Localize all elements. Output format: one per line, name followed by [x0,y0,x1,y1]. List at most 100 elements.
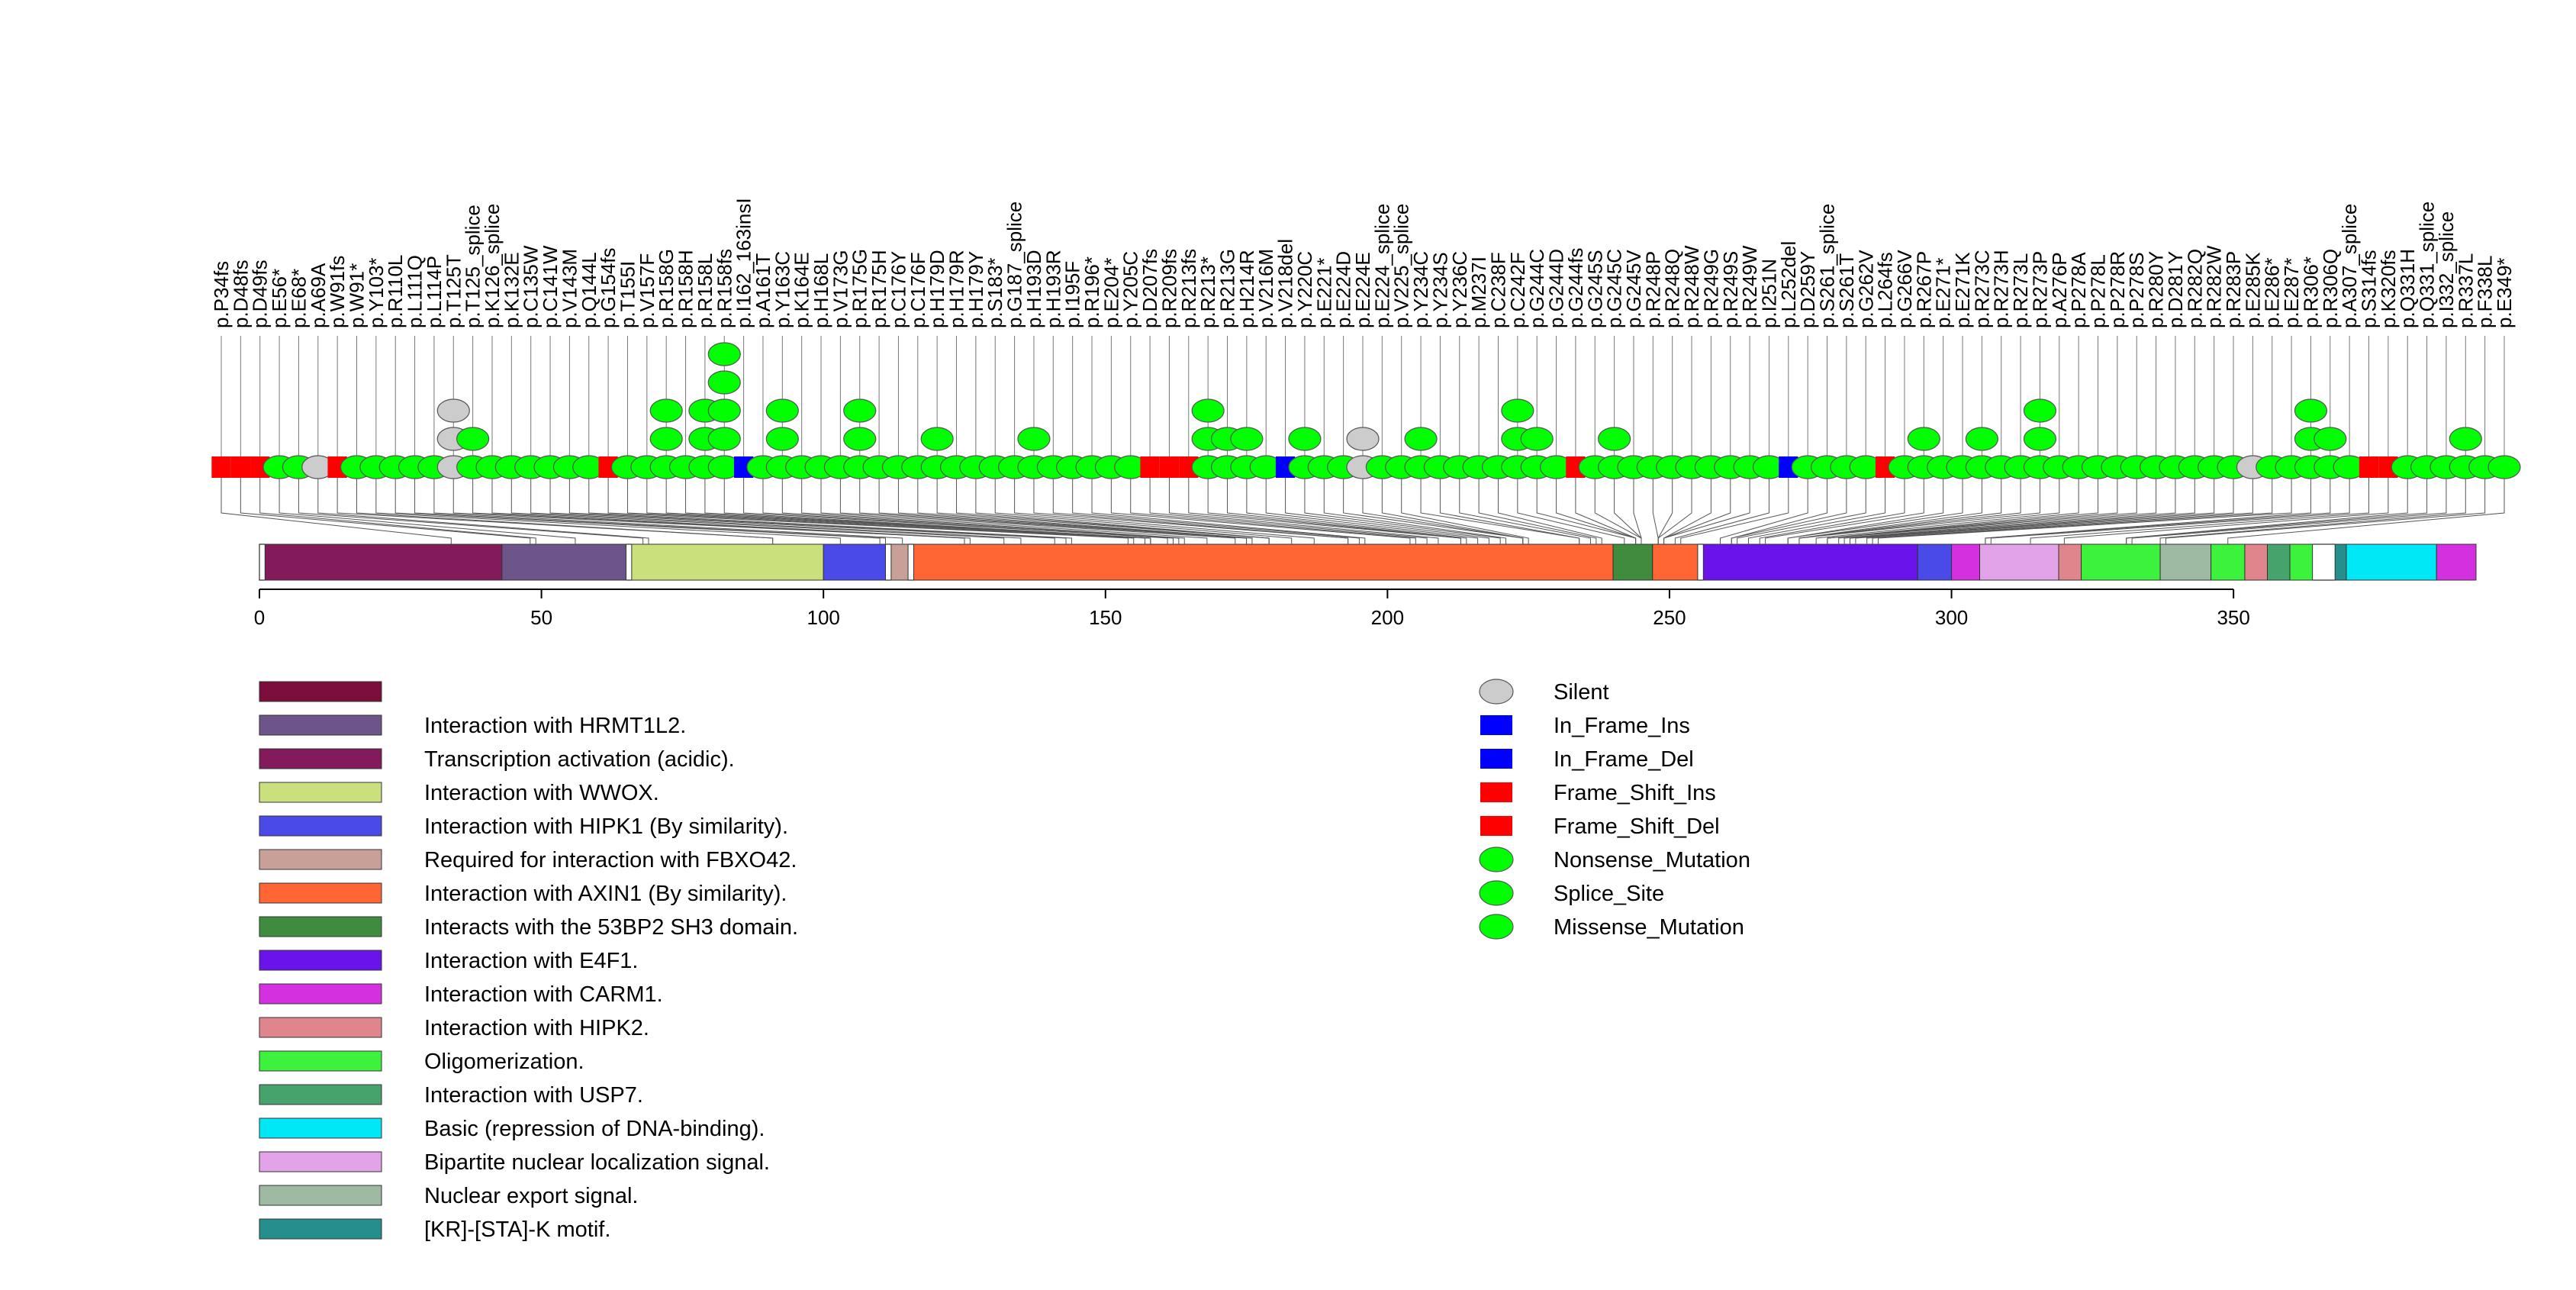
legend-swatch-nuclear-export-signal-15 [259,1185,382,1206]
mutation-label-p-w91: p.W91* [345,263,368,328]
mutation-label-p-h193d: p.H193D [1022,250,1045,328]
mutation-label-p-e224d: p.E224D [1332,251,1355,328]
connector-p-d48fs [240,478,531,544]
mutation-label-p-e56: p.E56* [268,269,291,328]
mutation-label-p-e271k: p.E271K [1951,252,1974,328]
connector-p-r158fs [723,478,1151,544]
marker-p-e349-0 [2487,455,2521,479]
mutation-label-p-c176y: p.C176Y [887,251,910,328]
axis-tick-label-250: 250 [1653,606,1686,629]
mutation-label-p-r273p: p.R273P [2028,251,2051,328]
mutation-label-p-l114p: p.L114P [423,256,446,328]
legend-label-interaction-with-hrmt1l2-1: Interaction with HRMT1L2. [424,714,686,738]
domain-interaction-with-hipk2-14 [2058,543,2082,581]
legend-label-interacts-with-the-53bp2-sh3-domain-7: Interacts with the 53BP2 SH3 domain. [424,915,798,940]
mutation-label-p-d259y: p.D259Y [1796,251,1819,328]
domain-interaction-with-carm1-12 [1951,543,1981,581]
legend-swatch-oligomerization-11 [259,1050,382,1072]
legend-type-swatch-in-frame-ins [1480,715,1512,735]
mutation-label-p-r282q: p.R282Q [2183,249,2206,328]
mutation-label-p-y103: p.Y103* [365,257,388,328]
domain-interaction-with-carm1-23 [2436,543,2477,581]
connector-p-e287 [1877,478,2292,544]
mutation-label-p-g266v: p.G266V [1893,250,1916,328]
connector-p-r249g [1663,478,1711,544]
mutation-label-p-v173g: p.V173G [829,250,852,328]
marker-p-r306-2 [2294,398,2328,423]
mutation-label-p-k164e: p.K164E [791,252,813,328]
mutation-label-p-i195f: p.I195F [1061,261,1084,328]
legend-type-swatch-in-frame-del [1480,749,1512,769]
legend-label-oligomerization-11: Oligomerization. [424,1050,584,1074]
legend-type-label-frame-shift-ins: Frame_Shift_Ins [1554,781,1716,805]
connector-p-r306q [1985,478,2331,544]
mutation-label-p-h179r: p.H179R [945,250,968,328]
connector-p-e285k [1866,478,2253,544]
connector-p-e224-splice [1381,478,1524,544]
legend-type-label-in-frame-ins: In_Frame_Ins [1554,714,1690,738]
mutation-label-p-y234s: p.Y234S [1428,252,1451,328]
legend-swatch-interaction-with-hrmt1l2-1 [259,714,382,736]
connector-p-l264fs [1747,478,1886,544]
mutation-label-p-a276p: p.A276P [2048,252,2071,328]
axis-tick-label-350: 350 [2217,606,2249,629]
connector-p-l114p [433,478,903,544]
mutation-label-p-d49fs: p.D49fs [249,260,272,328]
mutation-label-p-s183: p.S183* [984,257,1006,328]
mutation-label-p-l111q: p.L111Q [404,255,427,328]
legend-swatch-unnamed-0 [259,681,382,702]
marker-p-r267p-1 [1907,427,1940,451]
connector-p-g245v [1633,478,1642,544]
marker-p-h214r-1 [1230,427,1264,451]
connector-p-r209fs [1168,478,1439,544]
connector-p-h214r [1246,478,1467,544]
mutation-label-p-t125-splice: p.T125_splice [462,205,485,328]
mutation-label-p-r273h: p.R273H [1990,250,2013,328]
connector-p-g262v [1737,478,1866,544]
mutation-label-p-a161t: p.A161T [752,253,774,328]
mutation-label-p-k320fs: p.K320fs [2377,250,2400,328]
mutation-label-p-p34fs: p.P34fs [210,261,233,328]
connector-p-y234s [1439,478,1580,544]
mutation-label-p-e204: p.E204* [1100,257,1122,328]
legend-label-bipartite-nuclear-localization-signal-14: Bipartite nuclear localization signal. [424,1150,770,1175]
marker-p-r158fs-2 [707,398,741,423]
domain-basic-repression-of-dna-binding-22 [2346,543,2437,581]
legend-swatch-interaction-with-hipk2-10 [259,1017,382,1038]
connector-p-r273p [1798,478,2040,544]
mutation-label-p-q331h: p.Q331H [2396,249,2419,328]
mutation-labels: p.P34fsp.D48fsp.D49fsp.E56*p.E68*p.A69Ap… [210,198,2516,328]
marker-p-s314fs-0 [2359,456,2379,478]
mutation-label-p-r337l: p.R337L [2454,253,2477,328]
mutation-label-p-r282w: p.R282W [2203,245,2226,328]
mutation-label-p-e286: p.E286* [2261,257,2284,328]
connector-p-c141w [549,478,1055,544]
marker-p-y163c-1 [765,427,799,451]
marker-p-r306q-1 [2314,427,2347,451]
mutation-label-p-r249s: p.R249S [1719,251,1742,328]
mutation-label-p-r249g: p.R249G [1699,249,1722,328]
mutation-label-p-r213fs: p.R213fs [1177,249,1200,328]
marker-p-r175g-1 [843,427,877,451]
connector-p-d207fs [1149,478,1428,544]
marker-p-r175g-2 [843,398,877,423]
mutation-label-p-a307-splice: p.A307_splice [2338,204,2361,328]
connector-p-r282w [1850,478,2215,544]
mutation-label-p-i162-163insi: p.I162_163insI [733,198,755,328]
connector-p-e56 [279,478,576,544]
mutation-label-p-i332-splice: p.I332_splice [2435,211,2458,328]
connector-p-h179y [975,478,1270,544]
mutation-label-p-h168l: p.H168L [810,253,832,328]
connector-p-e221 [1323,478,1507,544]
marker-p-r273p-1 [2023,427,2057,451]
connector-p-k132e [510,478,1005,544]
legend-label-basic-repression-of-dna-binding-13: Basic (repression of DNA-binding). [424,1117,765,1141]
connector-p-d281y [1843,478,2176,544]
marker-p-r213-2 [1191,398,1225,423]
connector-p-l252del [1680,478,1789,544]
connector-p-c242f [1517,478,1625,544]
connector-p-r248p [1652,478,1659,544]
domain-nuclear-export-signal-16 [2159,543,2212,581]
legend-swatch-interaction-with-usp7-12 [259,1084,382,1105]
marker-p-r273p-2 [2023,398,2057,423]
